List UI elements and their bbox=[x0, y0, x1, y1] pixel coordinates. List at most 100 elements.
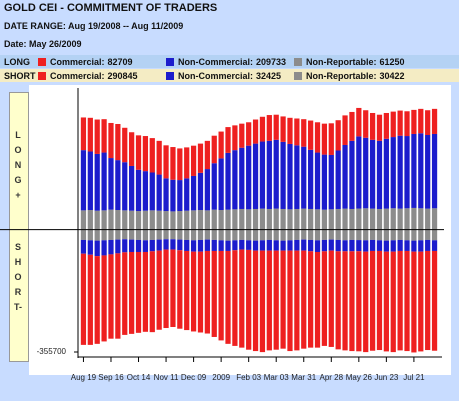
bar-segment bbox=[294, 145, 300, 209]
chart-title: GOLD CEI - COMMITMENT OF TRADERS bbox=[4, 2, 218, 14]
bar-segment bbox=[115, 210, 121, 230]
bar-segment bbox=[239, 249, 245, 348]
bar-segment bbox=[252, 250, 259, 352]
bar-segment bbox=[266, 115, 272, 141]
bar-segment bbox=[280, 141, 286, 209]
bar-segment bbox=[211, 135, 217, 164]
bar-segment bbox=[308, 120, 314, 150]
bar-segment bbox=[342, 115, 348, 145]
bar-segment bbox=[390, 208, 396, 230]
bar-segment bbox=[204, 169, 210, 211]
bar-segment bbox=[218, 210, 224, 230]
bar-segment bbox=[218, 131, 224, 159]
bar-segment bbox=[259, 141, 266, 209]
bar-segment bbox=[308, 251, 314, 348]
bar-segment bbox=[390, 251, 396, 353]
bar-segment bbox=[308, 229, 314, 240]
bar-segment bbox=[135, 251, 142, 333]
bar-segment bbox=[376, 208, 383, 230]
bar-segment bbox=[149, 229, 155, 240]
bar-segment bbox=[342, 144, 348, 209]
bar-segment bbox=[101, 229, 107, 241]
bar-segment bbox=[431, 250, 438, 351]
bar-segment bbox=[328, 154, 334, 210]
bar-segment bbox=[280, 116, 286, 142]
bar-segment bbox=[349, 251, 355, 352]
legend-entry: Commercial: 82709 bbox=[38, 57, 166, 67]
bar-segment bbox=[177, 229, 183, 240]
bar-segment bbox=[129, 132, 135, 166]
bar-segment bbox=[177, 211, 183, 230]
bar-segment bbox=[232, 229, 238, 241]
bar-segment bbox=[287, 209, 293, 230]
bar-segment bbox=[356, 136, 362, 209]
bar-segment bbox=[94, 119, 100, 154]
bar-segment bbox=[197, 251, 204, 333]
bar-segment bbox=[418, 133, 424, 209]
bar-segment bbox=[246, 145, 252, 210]
bar-segment bbox=[87, 254, 93, 345]
bar-segment bbox=[177, 148, 183, 181]
bar-segment bbox=[197, 239, 204, 252]
bar-segment bbox=[190, 229, 197, 241]
bar-segment bbox=[390, 240, 396, 252]
bar-segment bbox=[129, 165, 135, 211]
bar-segment bbox=[170, 147, 176, 180]
bar-segment bbox=[101, 119, 107, 153]
bar-segment bbox=[418, 251, 424, 352]
bar-segment bbox=[342, 208, 348, 230]
bar-segment bbox=[177, 239, 183, 251]
bar-segment bbox=[190, 251, 197, 332]
bar-segment bbox=[87, 210, 93, 230]
bar-segment bbox=[397, 239, 403, 251]
bar-segment bbox=[122, 162, 128, 211]
bar-segment bbox=[273, 240, 279, 251]
bar-segment bbox=[356, 251, 362, 352]
bar-segment bbox=[287, 229, 293, 241]
bar-segment bbox=[259, 250, 266, 353]
bar-segment bbox=[190, 240, 197, 252]
bar-segment bbox=[308, 208, 314, 230]
bar-segment bbox=[301, 146, 307, 209]
bar-segment bbox=[190, 210, 197, 230]
bar-segment bbox=[80, 117, 87, 151]
side-label: LONG+ bbox=[14, 130, 22, 200]
x-tick-label: Feb 03 bbox=[236, 373, 261, 382]
bar-segment bbox=[232, 209, 238, 230]
bar-segment bbox=[87, 229, 93, 241]
bar-segment bbox=[335, 239, 341, 252]
bar-segment bbox=[129, 229, 135, 240]
x-tick-label: Apr 28 bbox=[319, 373, 343, 382]
bar-segment bbox=[232, 250, 238, 346]
side-strip bbox=[9, 92, 29, 362]
bar-segment bbox=[122, 239, 128, 253]
legend-entry: Non-Commercial: 32425 bbox=[166, 71, 294, 81]
bar-segment bbox=[122, 210, 128, 230]
bar-segment bbox=[280, 208, 286, 230]
bar-segment bbox=[211, 250, 217, 337]
bar-segment bbox=[101, 240, 107, 256]
bar-segment bbox=[211, 163, 217, 210]
bar-segment bbox=[246, 209, 252, 230]
x-tick-label: Jun 23 bbox=[374, 373, 399, 382]
bar-segment bbox=[301, 208, 307, 230]
bar-segment bbox=[294, 239, 300, 251]
bar-segment bbox=[321, 154, 328, 210]
bar-segment bbox=[246, 240, 252, 250]
bar-segment bbox=[184, 239, 190, 251]
legend-name: Non-Commercial: bbox=[178, 56, 254, 67]
bar-segment bbox=[156, 239, 162, 251]
bar-segment bbox=[273, 208, 279, 230]
bar-segment bbox=[108, 122, 114, 159]
bar-segment bbox=[239, 208, 245, 230]
bar-segment bbox=[190, 145, 197, 176]
bar-segment bbox=[425, 208, 431, 230]
bar-segment bbox=[404, 111, 410, 137]
bar-segment bbox=[321, 123, 328, 155]
bar-segment bbox=[349, 111, 355, 141]
bar-segment bbox=[252, 119, 259, 144]
bar-segment bbox=[287, 240, 293, 251]
bar-segment bbox=[363, 240, 369, 252]
date: Date: May 26/2009 bbox=[4, 39, 82, 49]
